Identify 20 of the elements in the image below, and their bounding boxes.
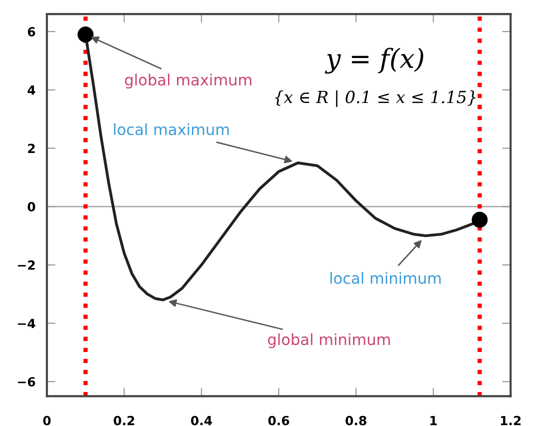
x-tick-label: 0.2 [114, 416, 134, 426]
y-tick-label: 0 [28, 202, 36, 212]
y-tick-label: 2 [28, 144, 35, 153]
annotation: {x ∈ R | 0.1 ≤ x ≤ 1.15} [275, 90, 476, 107]
annotation: local minimum [330, 272, 441, 284]
x-tick-label: 0.4 [191, 416, 212, 426]
annotation: global minimum [268, 333, 390, 348]
y-tick-label: −6 [18, 377, 36, 387]
x-tick-label: 0.8 [346, 416, 366, 426]
y-tick-label: −4 [18, 318, 36, 328]
y-tick-label: 4 [28, 86, 36, 95]
x-tick-label: 1 [430, 416, 437, 426]
x-tick-label: 0 [43, 416, 51, 426]
y-tick-label: −2 [18, 260, 35, 270]
y-tick-label: 6 [28, 27, 36, 36]
annotation: y = f(x) [324, 48, 424, 74]
annotation: global maximum [125, 74, 252, 89]
x-tick-label: 0.6 [268, 416, 290, 426]
x-tick-label: 1.2 [500, 416, 521, 426]
annotation: local maximum [114, 123, 229, 136]
